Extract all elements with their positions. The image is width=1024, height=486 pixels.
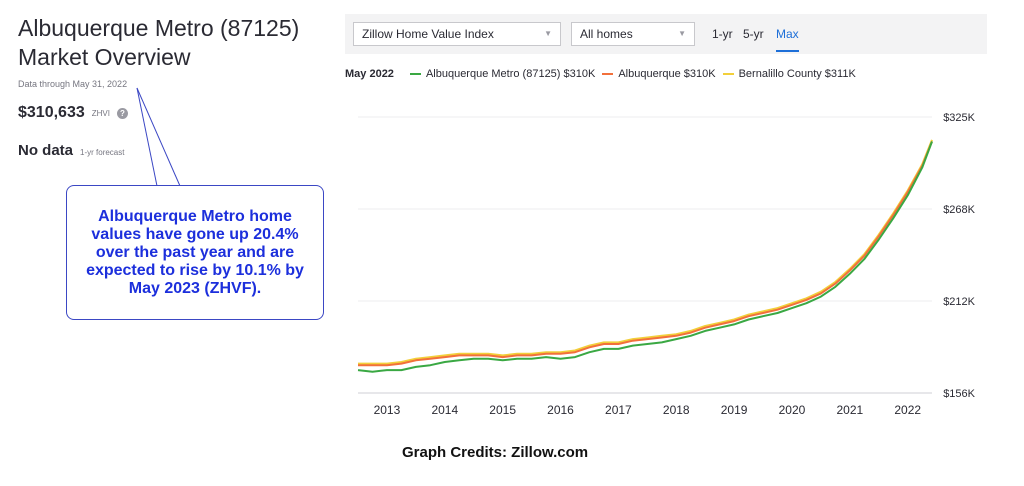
legend-swatch-metro	[409, 73, 421, 75]
y-tick-label: $156K	[943, 388, 975, 400]
x-tick-label: 2016	[547, 403, 574, 417]
page-title: Albuquerque Metro (87125) Market Overvie…	[18, 14, 299, 72]
home-type-select[interactable]: All homes ▼	[571, 22, 695, 46]
forecast-row: No data 1-yr forecast	[18, 142, 124, 159]
x-tick-label: 2014	[431, 403, 458, 417]
graph-credits: Graph Credits: Zillow.com	[402, 444, 589, 461]
home-type-select-value: All homes	[580, 27, 633, 41]
x-tick-label: 2015	[489, 403, 516, 417]
forecast-value: No data	[18, 142, 74, 159]
callout-pointer	[136, 87, 181, 187]
range-1yr[interactable]: 1-yr	[712, 27, 733, 41]
legend-label-metro: Albuquerque Metro (87125) $310K	[425, 68, 596, 80]
zhvi-label: ZHVI	[91, 108, 110, 118]
x-tick-label: 2013	[374, 403, 401, 417]
x-tick-label: 2017	[605, 403, 632, 417]
legend-item-metro: Albuquerque Metro (87125) $310K	[409, 68, 596, 80]
callout-pointer-line-right	[136, 87, 181, 187]
active-range-indicator	[776, 50, 799, 52]
index-select-value: Zillow Home Value Index	[362, 27, 494, 41]
series-line-bernalillo-county	[358, 139, 933, 365]
price-row: $310,633 ZHVI ?	[18, 104, 128, 122]
range-max[interactable]: Max	[776, 27, 799, 41]
series-line-albuquerque	[358, 141, 933, 367]
chart-toolbar: Zillow Home Value Index ▼ All homes ▼ 1-…	[345, 14, 987, 54]
legend-date: May 2022	[345, 68, 394, 80]
x-tick-label: 2018	[663, 403, 690, 417]
range-5yr[interactable]: 5-yr	[743, 27, 764, 41]
legend-label-albuquerque: Albuquerque $310K	[618, 68, 716, 80]
x-tick-label: 2019	[721, 403, 748, 417]
x-tick-label: 2022	[894, 403, 921, 417]
legend-item-bernalillo: Bernalillo County $311K	[722, 68, 856, 80]
legend-label-bernalillo: Bernalillo County $311K	[738, 68, 856, 80]
callout-box: Albuquerque Metro home values have gone …	[66, 185, 324, 320]
forecast-label: 1-yr forecast	[80, 148, 125, 157]
callout-pointer-line-left	[136, 87, 158, 187]
zhvi-value: $310,633	[18, 104, 85, 121]
series-line-albuquerque-metro-87125	[357, 141, 933, 373]
x-tick-label: 2020	[779, 403, 806, 417]
page-title-line2: Market Overview	[18, 44, 191, 70]
legend-swatch-albuquerque	[602, 73, 614, 75]
chevron-down-icon: ▼	[678, 29, 686, 38]
y-tick-label: $268K	[943, 204, 975, 216]
chart-legend: May 2022 Albuquerque Metro (87125) $310K…	[345, 68, 863, 80]
help-icon[interactable]: ?	[116, 107, 128, 119]
legend-swatch-bernalillo	[722, 73, 734, 75]
y-tick-label: $325K	[943, 112, 975, 124]
x-tick-label: 2021	[836, 403, 863, 417]
index-select[interactable]: Zillow Home Value Index ▼	[353, 22, 561, 46]
y-tick-label: $212K	[943, 296, 975, 308]
chevron-down-icon: ▼	[544, 29, 552, 38]
data-through-label: Data through May 31, 2022	[18, 79, 128, 89]
page-title-line1: Albuquerque Metro (87125)	[18, 15, 300, 41]
legend-item-albuquerque: Albuquerque $310K	[602, 68, 716, 80]
